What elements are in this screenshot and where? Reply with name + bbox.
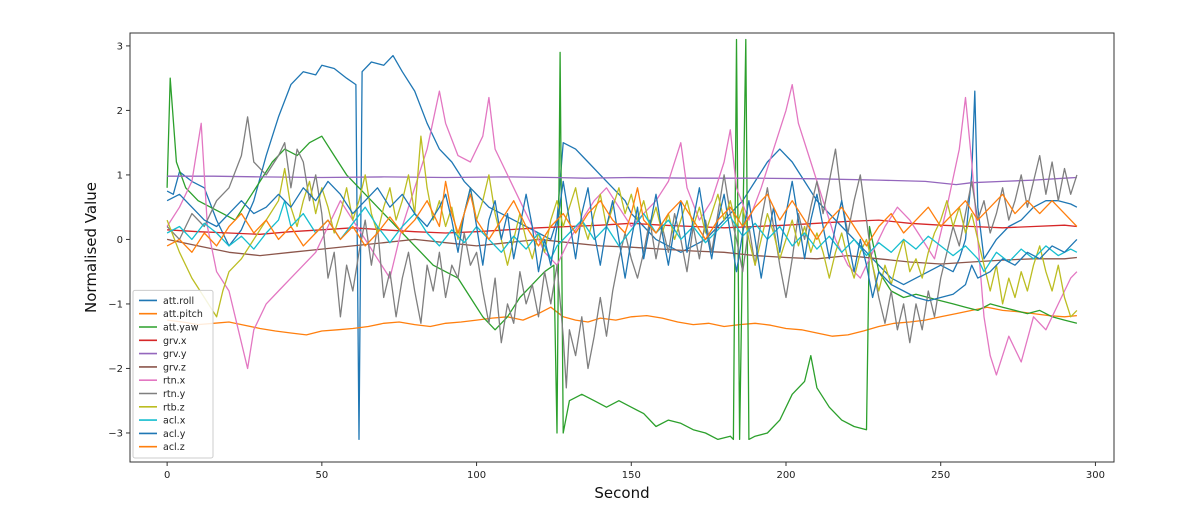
series-line-rtb-z xyxy=(166,135,1078,318)
legend-entry: grv.z xyxy=(163,362,186,373)
legend-entry: rtb.z xyxy=(163,402,185,413)
x-tick-label: 0 xyxy=(164,470,170,481)
y-tick-label: 1 xyxy=(117,170,123,181)
legend-entry: grv.y xyxy=(163,349,187,360)
x-tick-label: 50 xyxy=(315,470,328,481)
series-line-acl-z xyxy=(166,180,1078,253)
y-tick-label: −1 xyxy=(108,299,123,310)
series-line-att-pitch xyxy=(167,306,1077,337)
legend-entry: acl.x xyxy=(163,416,186,427)
legend-entry: acl.z xyxy=(163,442,185,453)
y-tick-label: 3 xyxy=(117,41,123,52)
x-axis-label: Second xyxy=(594,484,649,502)
legend-entry: att.yaw xyxy=(163,323,199,334)
legend-entry: att.pitch xyxy=(163,309,203,320)
x-tick-label: 150 xyxy=(622,470,641,481)
ticks-layer: 0 50 100 150 200 250 300 −3 −2 −1 0 1 2 3 xyxy=(108,41,1105,481)
legend-entry: acl.y xyxy=(163,429,186,440)
series-line-rtn-y xyxy=(166,116,1078,389)
x-tick-label: 100 xyxy=(467,470,486,481)
y-tick-label: −3 xyxy=(108,428,123,439)
legend-entry: grv.x xyxy=(163,336,187,347)
series-line-grv-y xyxy=(167,175,1077,186)
legend-box xyxy=(132,289,214,459)
series-line-att-yaw xyxy=(166,38,1078,441)
legend-entry: rtn.x xyxy=(163,376,186,387)
y-tick-label: 0 xyxy=(117,235,123,246)
series-line-grv-x xyxy=(167,219,1077,235)
legend: att.roll att.pitch att.yaw grv.x grv.y grv.z r… xyxy=(132,289,214,459)
series-line-acl-x xyxy=(166,200,1078,273)
legend-entry: att.roll xyxy=(163,296,194,307)
y-axis-label: Normalised Value xyxy=(82,182,100,313)
series-line-att-roll xyxy=(166,54,1078,441)
series-line-grv-z xyxy=(166,238,1077,265)
y-tick-label: −2 xyxy=(108,364,123,375)
y-tick-label: 2 xyxy=(117,106,123,117)
plot-frame xyxy=(129,32,1115,463)
x-tick-label: 250 xyxy=(931,470,950,481)
series-line-acl-y xyxy=(166,180,1078,302)
legend-entry: rtn.y xyxy=(163,389,186,400)
x-tick-label: 300 xyxy=(1086,470,1105,481)
series-layer xyxy=(166,38,1078,441)
x-tick-label: 200 xyxy=(776,470,795,481)
